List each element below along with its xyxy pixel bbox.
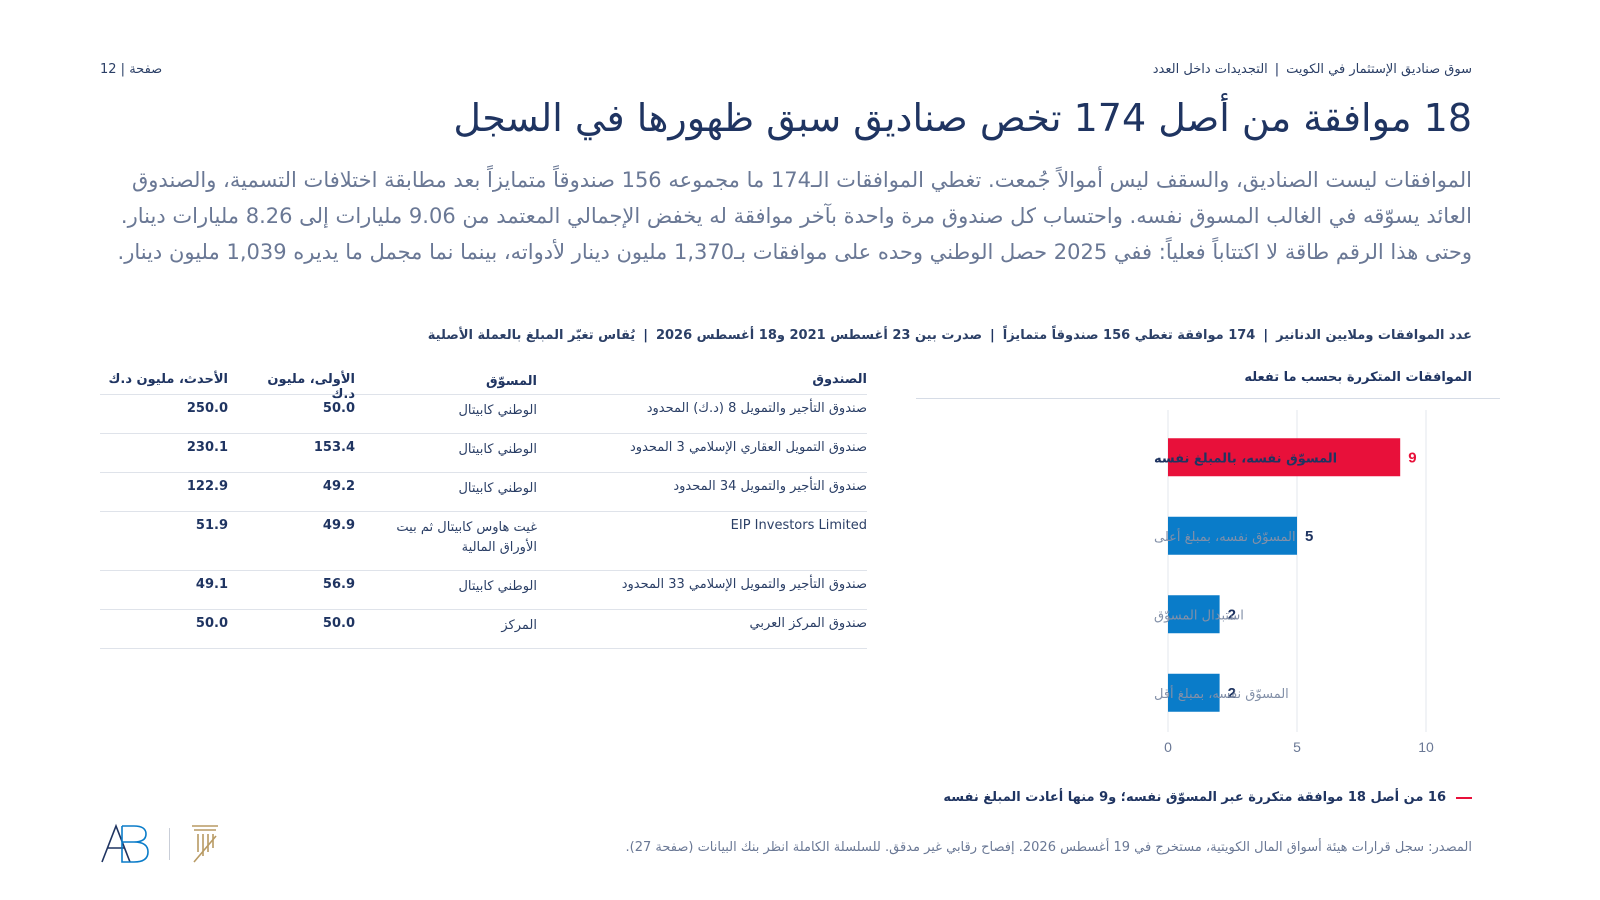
first-amount: 49.9: [322, 518, 355, 533]
page-number: صفحة | 12: [100, 62, 163, 77]
x-tick-label: 0: [1164, 739, 1172, 755]
fund-name: صندوق التمويل العقاري الإسلامي 3 المحدود: [630, 440, 867, 455]
x-tick-label: 10: [1418, 739, 1434, 755]
latest-amount: 49.1: [195, 577, 228, 592]
latest-amount: 122.9: [186, 479, 228, 494]
renewals-table: الصندوق المسوّق الأولى، مليون د.ك الأحدث…: [100, 366, 867, 649]
first-amount: 153.4: [313, 440, 355, 455]
page-title: 18 موافقة من أصل 174 تخص صناديق سبق ظهور…: [453, 96, 1472, 140]
bar: [1168, 516, 1297, 555]
ab-logo: [101, 823, 149, 863]
fund-name: صندوق التأجير والتمويل 34 المحدود: [673, 479, 867, 494]
first-amount: 50.0: [322, 616, 355, 631]
category-label: المسوّق نفسه، بمبلغ أعلى: [1154, 528, 1296, 545]
bar: [1168, 438, 1401, 477]
chart-title-divider: [916, 398, 1500, 399]
chart-title: الموافقات المتكررة بحسب ما تفعله: [1244, 370, 1472, 385]
chart-callout: 16 من أصل 18 موافقة متكررة عبر المسوّق ن…: [943, 790, 1472, 805]
manager-name: المركز: [501, 618, 537, 633]
manager-name: الوطني كابيتال: [458, 481, 537, 496]
bar: [1168, 595, 1220, 634]
manager-name: الوطني كابيتال: [458, 403, 537, 418]
bar-value-label: 9: [1408, 449, 1416, 466]
latest-amount: 51.9: [195, 518, 228, 533]
meta-currency-note: يُقاس تغيّر المبلغ بالعملة الأصلية: [427, 328, 636, 343]
meta-units: عدد الموافقات وملايين الدنانير: [1276, 328, 1472, 343]
table-row: صندوق التمويل العقاري الإسلامي 3 المحدود…: [100, 434, 867, 473]
bar-chart: 0 5 10 9 المسوّق نفسه، بالمبلغ نفسه 5 المسوّق …: [1154, 410, 1434, 755]
latest-amount: 250.0: [186, 401, 228, 416]
fund-name: صندوق التأجير والتمويل 8 (د.ك) المحدود: [646, 401, 867, 416]
page-label: صفحة: [129, 62, 163, 77]
callout-text: 16 من أصل 18 موافقة متكررة عبر المسوّق ن…: [943, 790, 1446, 805]
first-amount: 50.0: [322, 401, 355, 416]
meta-period: صدرت بين 23 أغسطس 2021 و18 أغسطس 2026: [655, 328, 983, 343]
column-logo: [192, 825, 218, 863]
latest-amount: 50.0: [195, 616, 228, 631]
manager-name: الوطني كابيتال: [458, 442, 537, 457]
table-row: EIP Investors Limited غيت هاوس كابيتال ث…: [100, 512, 867, 571]
manager-name: غيت هاوس كابيتال ثم بيت الأوراق المالية: [396, 520, 537, 555]
intro-paragraph: الموافقات ليست الصناديق، والسقف ليس أموا…: [117, 168, 1472, 264]
source-note: المصدر: سجل قرارات هيئة أسواق المال الكو…: [625, 840, 1472, 855]
breadcrumb-section: التجديدات داخل العدد: [1152, 62, 1268, 77]
header-first: الأولى، مليون د.ك: [267, 372, 355, 402]
fund-name: EIP Investors Limited: [730, 518, 867, 533]
header-latest: الأحدث، مليون د.ك: [108, 372, 228, 387]
header-fund: الصندوق: [812, 372, 867, 387]
callout-marker: [1456, 796, 1472, 799]
category-label: المسوّق نفسه، بمبلغ أقل: [1154, 685, 1289, 702]
category-label: استبدال المسوّق: [1154, 608, 1244, 623]
breadcrumb: سوق صناديق الإستثمار في الكويت | التجديدات…: [1153, 62, 1472, 77]
breadcrumb-report: سوق صناديق الإستثمار في الكويت: [1286, 62, 1472, 77]
bar-value-label: 2: [1228, 606, 1236, 623]
x-tick-label: 5: [1293, 739, 1301, 755]
manager-name: الوطني كابيتال: [458, 579, 537, 594]
bar-value-label: 5: [1305, 528, 1313, 545]
chart-meta-line: عدد الموافقات وملايين الدنانير|174 موافق…: [427, 328, 1472, 343]
category-label: المسوّق نفسه، بالمبلغ نفسه: [1154, 451, 1337, 466]
fund-name: صندوق التأجير والتمويل الإسلامي 33 المحد…: [621, 577, 867, 592]
table-header-row: الصندوق المسوّق الأولى، مليون د.ك الأحدث…: [100, 366, 867, 402]
table-row: صندوق المركز العربي المركز 50.0 50.0: [100, 610, 867, 649]
latest-amount: 230.1: [186, 440, 228, 455]
first-amount: 56.9: [322, 577, 355, 592]
header-manager: المسوّق: [485, 374, 537, 389]
bar: [1168, 673, 1220, 712]
table-row: صندوق التأجير والتمويل الإسلامي 33 المحد…: [100, 571, 867, 610]
first-amount: 49.2: [322, 479, 355, 494]
table-row: صندوق التأجير والتمويل 8 (د.ك) المحدود ا…: [100, 395, 867, 434]
page-number-value: 12: [100, 62, 117, 77]
bar-value-label: 2: [1228, 685, 1236, 702]
fund-name: صندوق المركز العربي: [749, 616, 867, 631]
table-row: صندوق التأجير والتمويل 34 المحدود الوطني…: [100, 473, 867, 512]
logo-divider: [169, 828, 170, 860]
meta-coverage: 174 موافقة تغطي 156 صندوقاً متمايزاً: [1002, 328, 1256, 343]
breadcrumb-separator: |: [1274, 62, 1280, 77]
